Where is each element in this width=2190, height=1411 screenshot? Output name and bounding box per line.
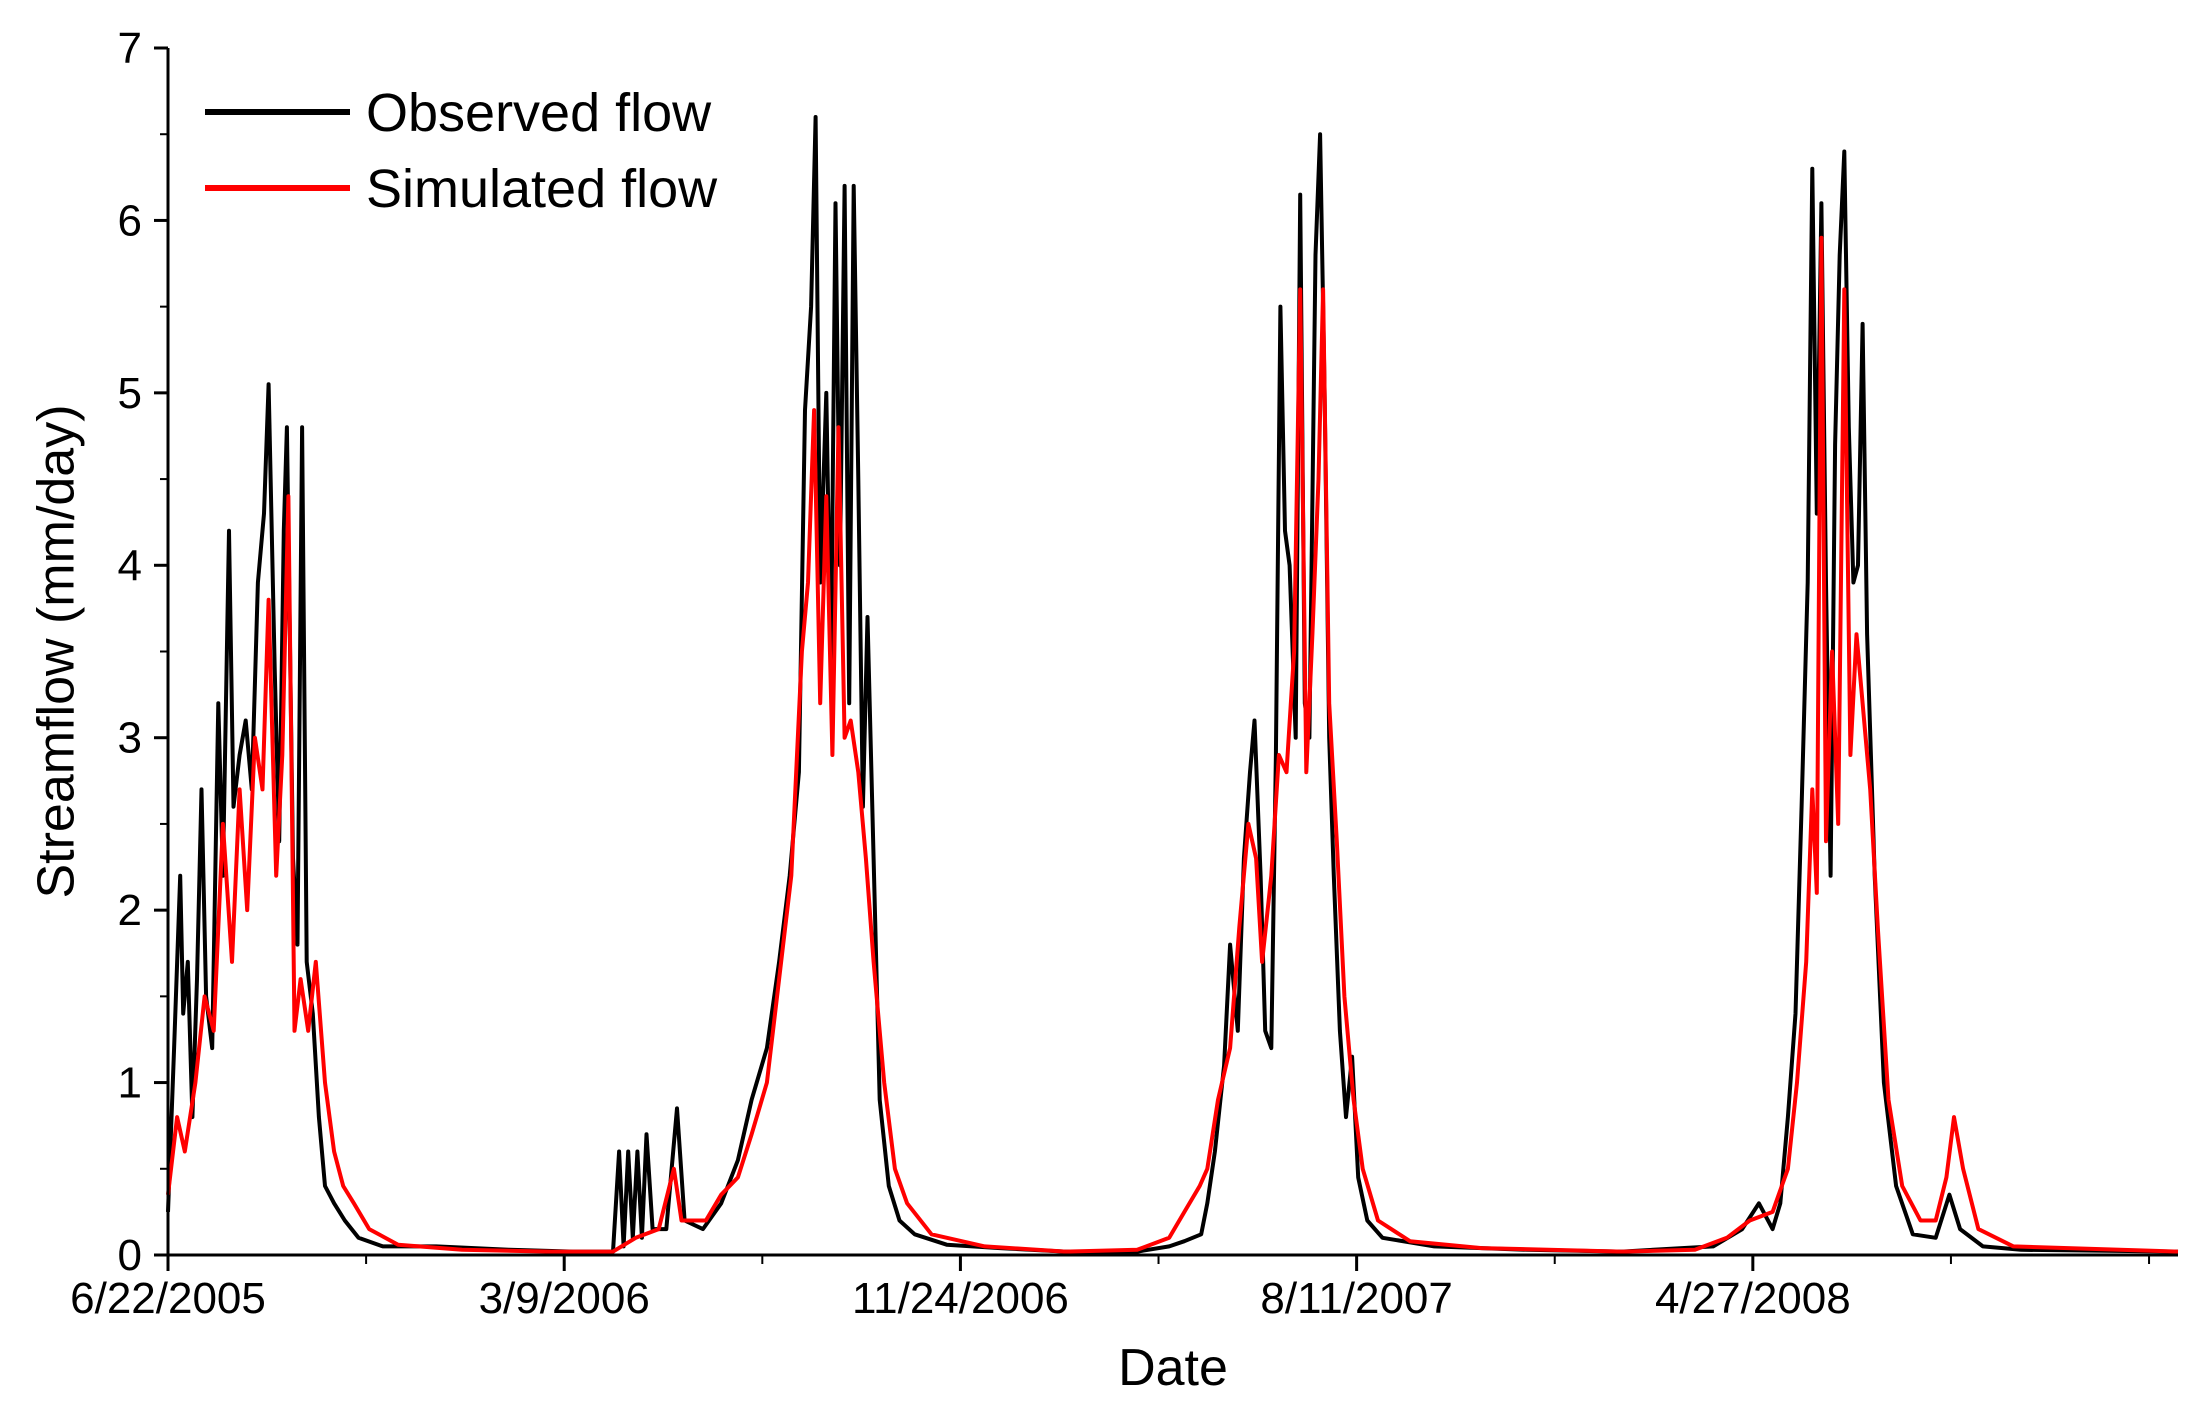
y-tick-label: 7 — [118, 24, 142, 73]
y-tick-label: 0 — [118, 1231, 142, 1280]
legend: Observed flow Simulated flow — [205, 83, 718, 219]
x-tick-label: 8/11/2007 — [1260, 1274, 1452, 1323]
y-tick-label: 5 — [118, 369, 142, 418]
y-tick-label: 1 — [118, 1059, 142, 1108]
y-tick-label: 6 — [118, 196, 142, 245]
y-tick-label: 2 — [118, 886, 142, 935]
series-line-observed — [166, 115, 2179, 1254]
x-tick-label: 4/27/2008 — [1655, 1274, 1851, 1323]
legend-label-simulated: Simulated flow — [366, 159, 718, 219]
x-tick-label: 11/24/2006 — [852, 1274, 1069, 1323]
x-tick-label: 3/9/2006 — [479, 1274, 650, 1323]
y-tick-label: 3 — [118, 714, 142, 763]
y-axis-title: Streamflow (mm/day) — [28, 404, 86, 898]
y-tick-label: 4 — [118, 541, 142, 590]
axes-layer — [166, 48, 2178, 1257]
y-ticks: 0 1 2 3 4 5 6 7 — [118, 24, 168, 1280]
series-layer — [166, 115, 2179, 1254]
x-tick-label: 6/22/2005 — [70, 1274, 266, 1323]
legend-label-observed: Observed flow — [366, 83, 712, 143]
x-ticks: 6/22/2005 3/9/2006 11/24/2006 8/11/2007 4/27… — [70, 1255, 2151, 1323]
x-axis-title: Date — [1118, 1339, 1228, 1397]
series-line-simulated — [166, 235, 2179, 1254]
